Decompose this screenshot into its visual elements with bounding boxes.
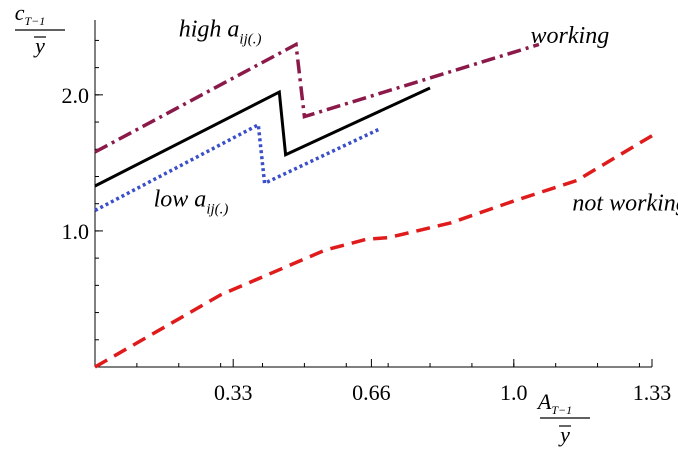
xlabel-denominator: y xyxy=(558,422,570,447)
x-tick-label: 1.33 xyxy=(633,380,672,405)
ylabel-denominator: y xyxy=(33,33,45,58)
y-tick-label: 2.0 xyxy=(62,83,90,108)
x-tick-label: 1.0 xyxy=(500,380,528,405)
ylabel-numerator: cT−1 xyxy=(15,0,46,28)
x-tick-label: 0.66 xyxy=(352,380,391,405)
series-line-1 xyxy=(94,41,540,154)
annotation-2: working xyxy=(531,23,610,49)
series-line-4 xyxy=(94,134,653,369)
annotation-1: high aij(.) xyxy=(179,16,262,47)
xlabel-numerator: AT−1 xyxy=(536,389,572,417)
annotation-3: low aij(.) xyxy=(154,186,229,217)
annotation-4: not working xyxy=(572,191,678,217)
tick-labels: 0.33 0.66 1.0 1.33 1.0 2.0 xyxy=(62,83,672,405)
series-line-3 xyxy=(94,122,381,213)
series-line-2 xyxy=(94,86,431,188)
x-tick-label: 0.33 xyxy=(214,380,253,405)
y-tick-label: 1.0 xyxy=(62,219,90,244)
series-group xyxy=(94,41,653,369)
annotations: high aij(.) working low aij(.) not working xyxy=(154,16,678,217)
x-axis-label: AT−1 y xyxy=(536,389,590,447)
y-axis-label: cT−1 y xyxy=(15,0,65,58)
